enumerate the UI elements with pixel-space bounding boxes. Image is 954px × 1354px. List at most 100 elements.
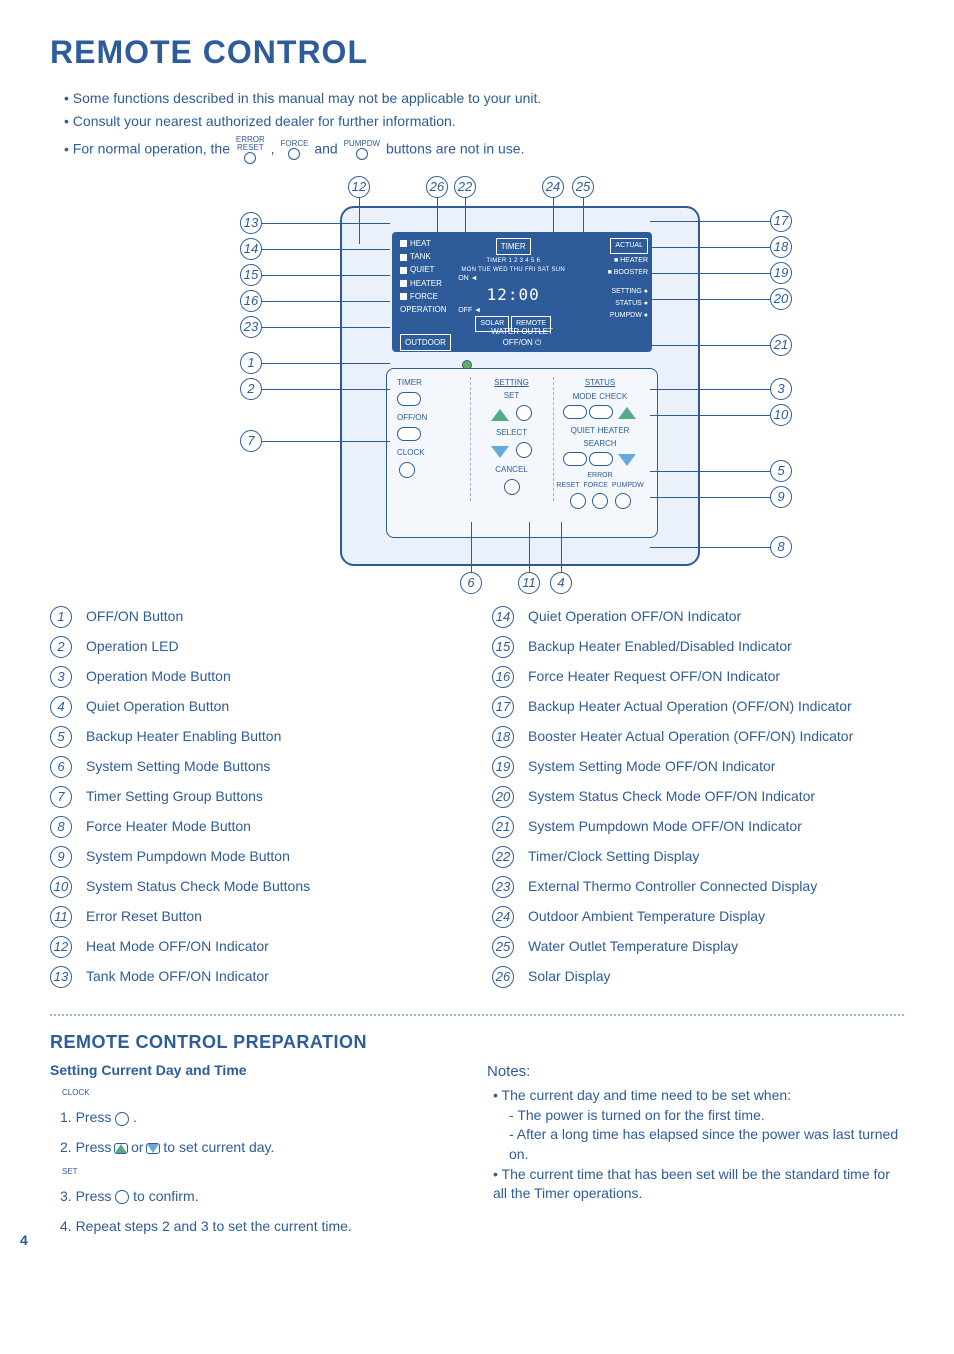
pnl-offon-lbl: OFF/ON [397,412,467,423]
legend-row: 8Force Heater Mode Button [50,816,462,838]
legend-text: Booster Heater Actual Operation (OFF/ON)… [528,727,853,747]
legend-num: 25 [492,936,514,958]
heater-button[interactable] [589,452,613,466]
legend-text: Tank Mode OFF/ON Indicator [86,967,269,987]
prep-section: Setting Current Day and Time CLOCK 1. Pr… [50,1061,904,1246]
legend-num: 15 [492,636,514,658]
scr-tank: TANK [410,252,431,261]
prep-subheading: Setting Current Day and Time [50,1061,467,1081]
cancel-button[interactable] [504,479,520,495]
legend-row: 1OFF/ON Button [50,606,462,628]
check-button[interactable] [589,405,613,419]
search-up-button[interactable] [618,407,636,419]
timer-button[interactable] [397,392,421,406]
scr-timer16: TIMER 1 2 3 4 5 6 [458,257,568,265]
notes-heading: Notes: [487,1061,904,1082]
prep-step-4: 4. Repeat steps 2 and 3 to set the curre… [60,1217,467,1237]
pnl-set-lbl: SET [475,390,549,401]
intro-list: Some functions described in this manual … [50,89,904,164]
callout-26: 26 [426,176,448,198]
callout-6: 6 [460,572,482,594]
clock-button[interactable] [399,462,415,478]
legend-num: 2 [50,636,72,658]
note-1: The current day and time need to be set … [493,1086,904,1164]
legend-row: 16Force Heater Request OFF/ON Indicator [492,666,904,688]
offon-button[interactable] [397,427,421,441]
pnl-clock-lbl: CLOCK [397,447,467,458]
pnl-select-lbl: SELECT [475,427,549,438]
legend-text: Solar Display [528,967,610,987]
quiet-button[interactable] [563,452,587,466]
callout-17: 17 [770,210,792,232]
legend-text: Backup Heater Enabled/Disabled Indicator [528,637,792,657]
legend-row: 11Error Reset Button [50,906,462,928]
pnl-quiet-lbl: QUIET [571,426,595,435]
legend-row: 19System Setting Mode OFF/ON Indicator [492,756,904,778]
scr-heaterR: HEATER [620,257,648,264]
legend-num: 5 [50,726,72,748]
legend-num: 23 [492,876,514,898]
search-dn-button[interactable] [618,454,636,466]
remote-body: HEAT TANK QUIET HEATER FORCE OPERATION T… [340,206,700,566]
pnl-mode-lbl: MODE [573,392,597,401]
legend-text: System Status Check Mode OFF/ON Indicato… [528,787,815,807]
select-button[interactable] [516,442,532,458]
legend-text: OFF/ON Button [86,607,183,627]
pnl-search-lbl: SEARCH [583,439,616,448]
callout-16: 16 [240,290,262,312]
error-reset-button[interactable] [570,493,586,509]
callout-22: 22 [454,176,476,198]
scr-setting: SETTING [611,288,641,295]
scr-actual: ACTUAL [610,238,648,254]
pnl-reset-lbl: RESET [556,482,579,489]
down-icon [147,1144,159,1153]
legend-text: Operation LED [86,637,179,657]
legend-row: 22Timer/Clock Setting Display [492,846,904,868]
down-button[interactable] [491,446,509,458]
legend-row: 26 Solar Display [492,966,904,988]
pumpdw-button[interactable] [615,493,631,509]
legend-num: 8 [50,816,72,838]
force-icon: FORCE [280,140,308,160]
callout-14: 14 [240,238,262,260]
note-2: The current time that has been set will … [493,1165,904,1204]
legend-text: Force Heater Request OFF/ON Indicator [528,667,780,687]
pnl-status-hdr: STATUS [556,377,644,388]
legend-text: Quiet Operation Button [86,697,229,717]
legend-row: 24Outdoor Ambient Temperature Display [492,906,904,928]
force-button[interactable] [592,493,608,509]
intro-l3b: buttons are not in use. [386,141,525,157]
pnl-force-lbl: FORCE [583,482,608,489]
legend-num: 26 [492,966,514,988]
pnl-timer-lbl: TIMER [397,377,467,388]
callout-9: 9 [770,486,792,508]
pnl-heater-lbl: HEATER [598,426,630,435]
prep-step-3: SET 3. Press to confirm. [60,1168,467,1207]
legend-num: 21 [492,816,514,838]
legend-num: 18 [492,726,514,748]
callout-24: 24 [542,176,564,198]
legend-num: 17 [492,696,514,718]
prep-step-2: 2. Press or to set current day. [60,1138,467,1158]
intro-line-1: Some functions described in this manual … [64,89,904,109]
callout-11: 11 [518,572,540,594]
scr-operation: OPERATION [400,304,456,315]
legend-row: 6System Setting Mode Buttons [50,756,462,778]
pnl-setting-hdr: SETTING [475,377,549,388]
legend-num: 3 [50,666,72,688]
up-button[interactable] [491,409,509,421]
scr-booster: BOOSTER [614,269,648,276]
pnl-error-lbl: ERROR [587,472,612,479]
legend-text: Backup Heater Actual Operation (OFF/ON) … [528,697,852,717]
callout-13: 13 [240,212,262,234]
legend-row: 5Backup Heater Enabling Button [50,726,462,748]
intro-and: and [314,141,341,157]
legend-row: 2 Operation LED [50,636,462,658]
pnl-check-lbl: CHECK [599,392,627,401]
mode-button[interactable] [563,405,587,419]
set-button[interactable] [516,405,532,421]
legend-row: 17 Backup Heater Actual Operation (OFF/ON… [492,696,904,718]
intro-line-3: For normal operation, the ERRORRESET , F… [64,136,904,164]
set-icon [115,1190,129,1204]
legend-row: 23External Thermo Controller Connected D… [492,876,904,898]
